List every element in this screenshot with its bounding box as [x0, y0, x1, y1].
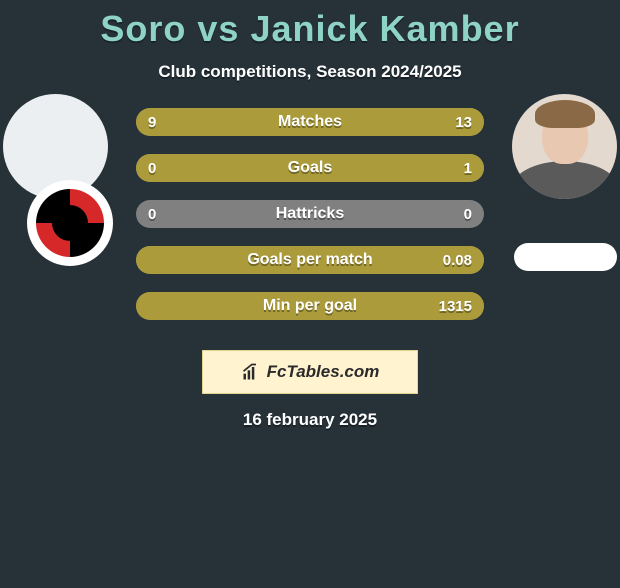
stat-row: Goals per match0.08 — [136, 246, 484, 274]
chart-icon — [241, 362, 261, 382]
club-badge-right — [514, 243, 617, 271]
page-subtitle: Club competitions, Season 2024/2025 — [0, 62, 620, 82]
club-badge-left — [27, 180, 113, 266]
date-text: 16 february 2025 — [0, 410, 620, 430]
brand-text: FcTables.com — [267, 362, 380, 382]
player-right-avatar — [512, 94, 617, 199]
stat-row: Min per goal1315 — [136, 292, 484, 320]
page-title: Soro vs Janick Kamber — [0, 8, 620, 50]
brand-watermark: FcTables.com — [202, 350, 418, 394]
stat-bars: Matches913 Goals01 Hattricks00 Goals per ma… — [136, 108, 484, 338]
stat-row: Matches913 — [136, 108, 484, 136]
stat-row: Goals01 — [136, 154, 484, 182]
stat-row: Hattricks00 — [136, 200, 484, 228]
